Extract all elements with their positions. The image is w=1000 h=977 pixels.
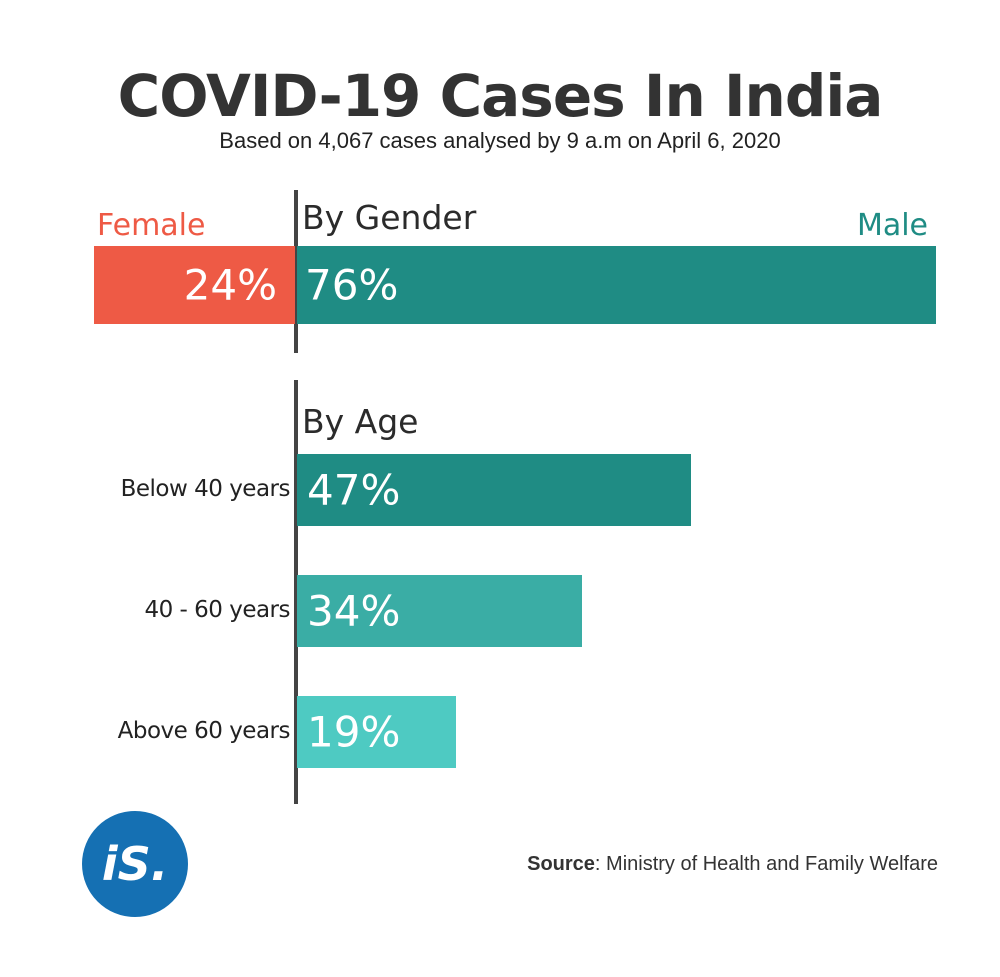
gender-section-title: By Gender	[302, 198, 477, 237]
bar-age-1: 34%	[297, 575, 582, 647]
bar-female: 24%	[93, 246, 295, 324]
bar-age-2: 19%	[297, 696, 457, 768]
male-label: Male	[856, 208, 928, 243]
source-label: Source	[527, 853, 595, 875]
bar-age-0: 47%	[297, 454, 691, 526]
category-label-age-2: Above 60 years	[117, 718, 291, 744]
source-text: : Ministry of Health and Family Welfare	[594, 853, 938, 875]
chart-subtitle: Based on 4,067 cases analysed by 9 a.m o…	[219, 128, 781, 153]
data-label-female: 24%	[183, 260, 277, 310]
age-section-title: By Age	[302, 402, 419, 441]
age-axis-line	[294, 380, 298, 804]
source-note: Source: Ministry of Health and Family We…	[527, 853, 938, 876]
data-label-age-0: 47%	[307, 465, 401, 515]
female-label: Female	[97, 208, 206, 243]
category-label-age-1: 40 - 60 years	[144, 597, 290, 623]
gender-axis-line	[294, 190, 298, 353]
category-label-age-0: Below 40 years	[120, 476, 291, 502]
data-label-age-2: 19%	[307, 707, 401, 757]
chart-title: COVID-19 Cases In India	[117, 62, 884, 130]
logo: iS.	[82, 811, 188, 917]
data-label-male: 76%	[305, 260, 399, 310]
bar-male: 76%	[297, 246, 936, 324]
data-label-age-1: 34%	[307, 586, 401, 636]
